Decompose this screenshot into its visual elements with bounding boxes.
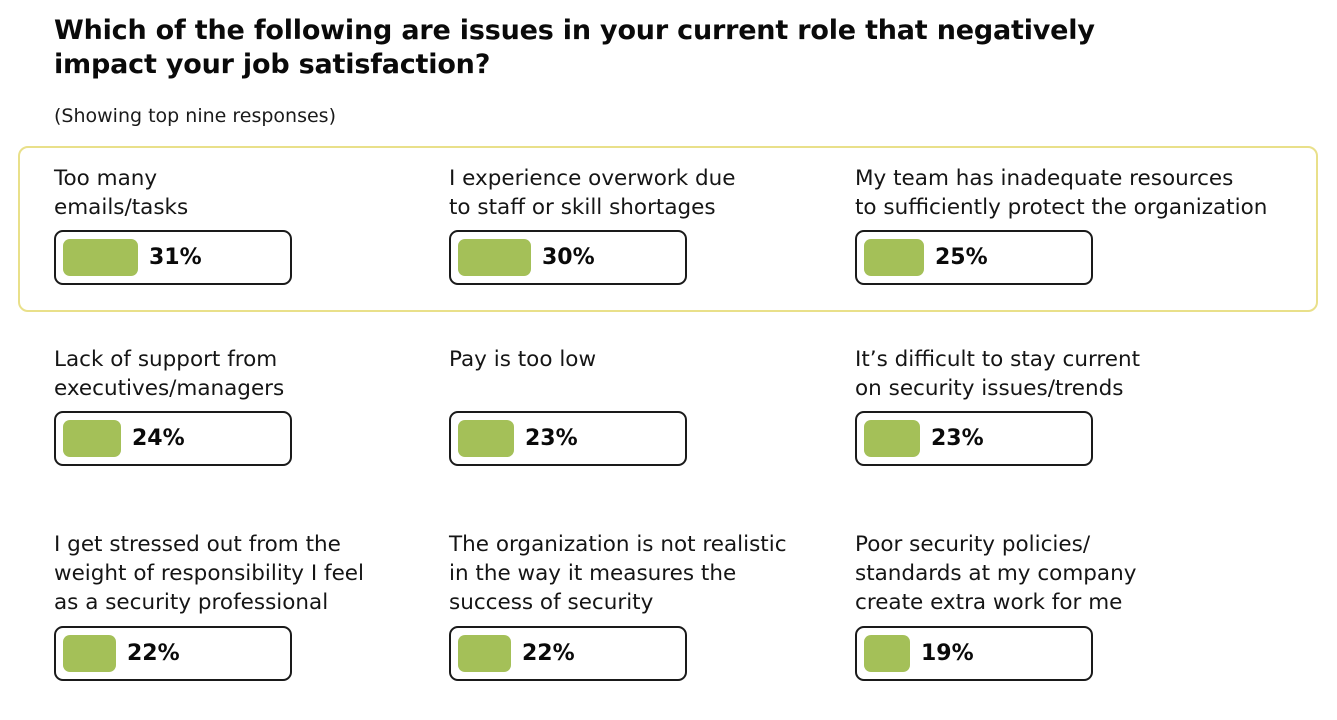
response-bar-frame: 23%	[855, 411, 1093, 466]
response-bar-frame: 22%	[54, 626, 292, 681]
response-bar-frame: 22%	[449, 626, 687, 681]
response-label: My team has inadequate resources to suff…	[855, 166, 1268, 220]
response-value-label: 23%	[931, 426, 984, 451]
response-bar	[864, 420, 920, 457]
response-bar	[458, 635, 511, 672]
response-value-label: 31%	[149, 245, 202, 270]
response-bar	[864, 635, 910, 672]
response-label: Too many emails/tasks	[54, 166, 189, 220]
response-bar	[63, 635, 116, 672]
response-bar-frame: 25%	[855, 230, 1093, 285]
response-label: Pay is too low	[449, 347, 597, 372]
response-label: I get stressed out from the weight of re…	[54, 532, 365, 615]
response-value-label: 24%	[132, 426, 185, 451]
response-bar-frame: 30%	[449, 230, 687, 285]
response-bar	[63, 239, 138, 276]
response-bar-frame: 23%	[449, 411, 687, 466]
response-bar-frame: 19%	[855, 626, 1093, 681]
response-label: Lack of support from executives/managers	[54, 347, 285, 401]
response-bar-frame: 31%	[54, 230, 292, 285]
response-bar	[63, 420, 121, 457]
response-value-label: 23%	[525, 426, 578, 451]
response-value-label: 25%	[935, 245, 988, 270]
response-label: I experience overwork due to staff or sk…	[449, 166, 736, 220]
response-label: Poor security policies/ standards at my …	[855, 532, 1137, 615]
response-label: The organization is not realistic in the…	[449, 532, 787, 615]
response-value-label: 22%	[127, 641, 180, 666]
response-bar	[458, 239, 531, 276]
chart-title: Which of the following are issues in you…	[54, 15, 1095, 80]
response-bar-frame: 24%	[54, 411, 292, 466]
top-three-highlight-box	[18, 146, 1318, 312]
response-label: It’s difficult to stay current on securi…	[855, 347, 1141, 401]
response-value-label: 19%	[921, 641, 974, 666]
response-value-label: 30%	[542, 245, 595, 270]
response-bar	[458, 420, 514, 457]
response-value-label: 22%	[522, 641, 575, 666]
response-bar	[864, 239, 924, 276]
chart-subtitle: (Showing top nine responses)	[54, 105, 336, 127]
